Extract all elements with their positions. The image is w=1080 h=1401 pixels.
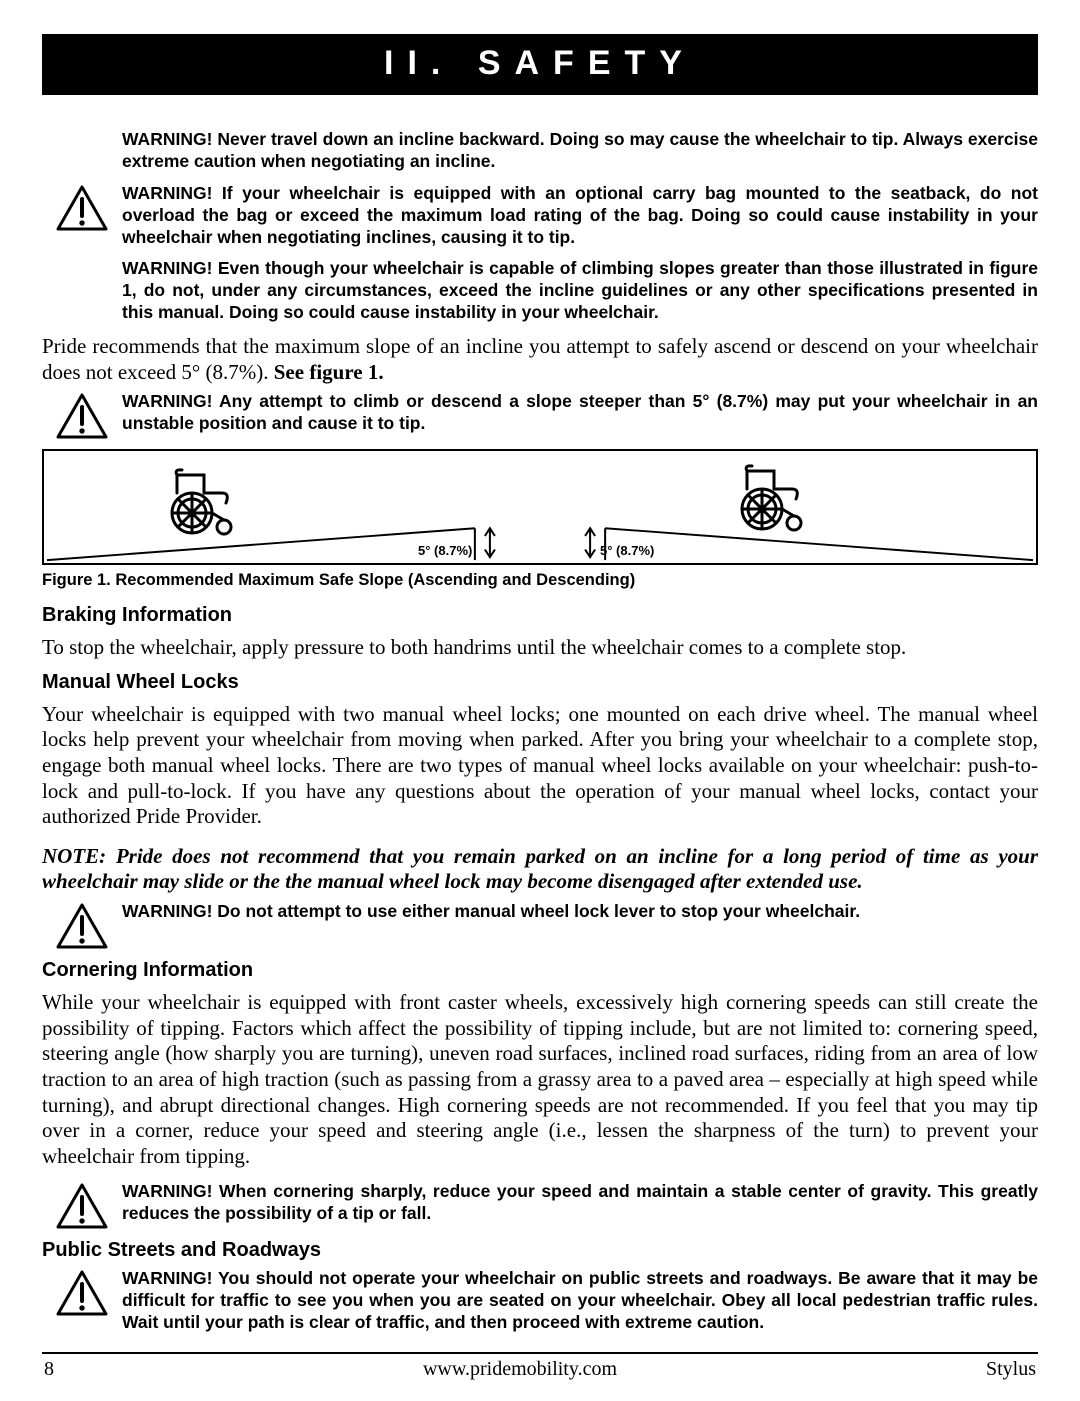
warning-body: Do not attempt to use either manual whee…	[217, 901, 860, 921]
footer-rule	[42, 1352, 1038, 1354]
warning-block-4: WARNING! Any attempt to climb or descend…	[42, 391, 1038, 439]
warning-block-6: WARNING! When cornering sharply, reduce …	[42, 1181, 1038, 1229]
warning-icon	[42, 391, 122, 439]
warning-body: When cornering sharply, reduce your spee…	[122, 1181, 1038, 1223]
slope-label-left: 5° (8.7%)	[418, 543, 472, 558]
page-number: 8	[44, 1358, 54, 1381]
warning-block-5: WARNING! Do not attempt to use either ma…	[42, 901, 1038, 949]
warning-text: WARNING! If your wheelchair is equipped …	[122, 183, 1038, 249]
warning-icon	[42, 1268, 122, 1316]
warning-label: WARNING!	[122, 183, 212, 203]
footer-url: www.pridemobility.com	[423, 1358, 617, 1381]
warning-icon	[42, 1181, 122, 1229]
warning-body: Any attempt to climb or descend a slope …	[122, 391, 1038, 433]
warning-body: Even though your wheelchair is capable o…	[122, 258, 1038, 322]
wheelchair-icon	[734, 463, 812, 533]
warning-icon	[42, 183, 122, 231]
note-incline-parking: NOTE: Pride does not recommend that you …	[42, 844, 1038, 895]
slope-label-right: 5° (8.7%)	[600, 543, 654, 558]
warning-label: WARNING!	[122, 391, 212, 411]
warning-body: Never travel down an incline backward. D…	[122, 129, 1038, 171]
body-braking: To stop the wheelchair, apply pressure t…	[42, 635, 1038, 661]
warning-text: WARNING! Never travel down an incline ba…	[122, 129, 1038, 173]
warning-text: WARNING! Do not attempt to use either ma…	[122, 901, 1038, 923]
warning-body: If your wheelchair is equipped with an o…	[122, 183, 1038, 247]
figure-1: 5° (8.7%) 5° (8.7%)	[42, 449, 1038, 565]
wheelchair-icon	[164, 467, 242, 537]
heading-braking: Braking Information	[42, 604, 1038, 627]
heading-public-streets: Public Streets and Roadways	[42, 1239, 1038, 1262]
warning-body: You should not operate your wheelchair o…	[122, 1268, 1038, 1332]
warning-label: WARNING!	[122, 129, 212, 149]
section-title: II. SAFETY	[42, 34, 1038, 95]
warning-block-2-3: WARNING! If your wheelchair is equipped …	[42, 183, 1038, 324]
warning-label: WARNING!	[122, 258, 212, 278]
warning-text: WARNING! Even though your wheelchair is …	[122, 258, 1038, 324]
warning-label: WARNING!	[122, 1268, 212, 1288]
warning-text: WARNING! When cornering sharply, reduce …	[122, 1181, 1038, 1225]
figure-caption: Figure 1. Recommended Maximum Safe Slope…	[42, 571, 1038, 590]
warning-label: WARNING!	[122, 1181, 212, 1201]
warning-text: WARNING! You should not operate your whe…	[122, 1268, 1038, 1334]
product-name: Stylus	[986, 1358, 1036, 1381]
warning-label: WARNING!	[122, 901, 212, 921]
body-wheel-locks: Your wheelchair is equipped with two man…	[42, 702, 1038, 830]
page-footer: 8 www.pridemobility.com Stylus	[42, 1358, 1038, 1381]
warning-text: WARNING! Any attempt to climb or descend…	[122, 391, 1038, 435]
warning-block-7: WARNING! You should not operate your whe…	[42, 1268, 1038, 1334]
heading-cornering: Cornering Information	[42, 959, 1038, 982]
see-figure-ref: See figure 1.	[274, 360, 384, 384]
body-pride-recommendation: Pride recommends that the maximum slope …	[42, 334, 1038, 385]
heading-wheel-locks: Manual Wheel Locks	[42, 671, 1038, 694]
warning-block-1: WARNING! Never travel down an incline ba…	[42, 129, 1038, 173]
warning-icon	[42, 901, 122, 949]
body-cornering: While your wheelchair is equipped with f…	[42, 990, 1038, 1169]
